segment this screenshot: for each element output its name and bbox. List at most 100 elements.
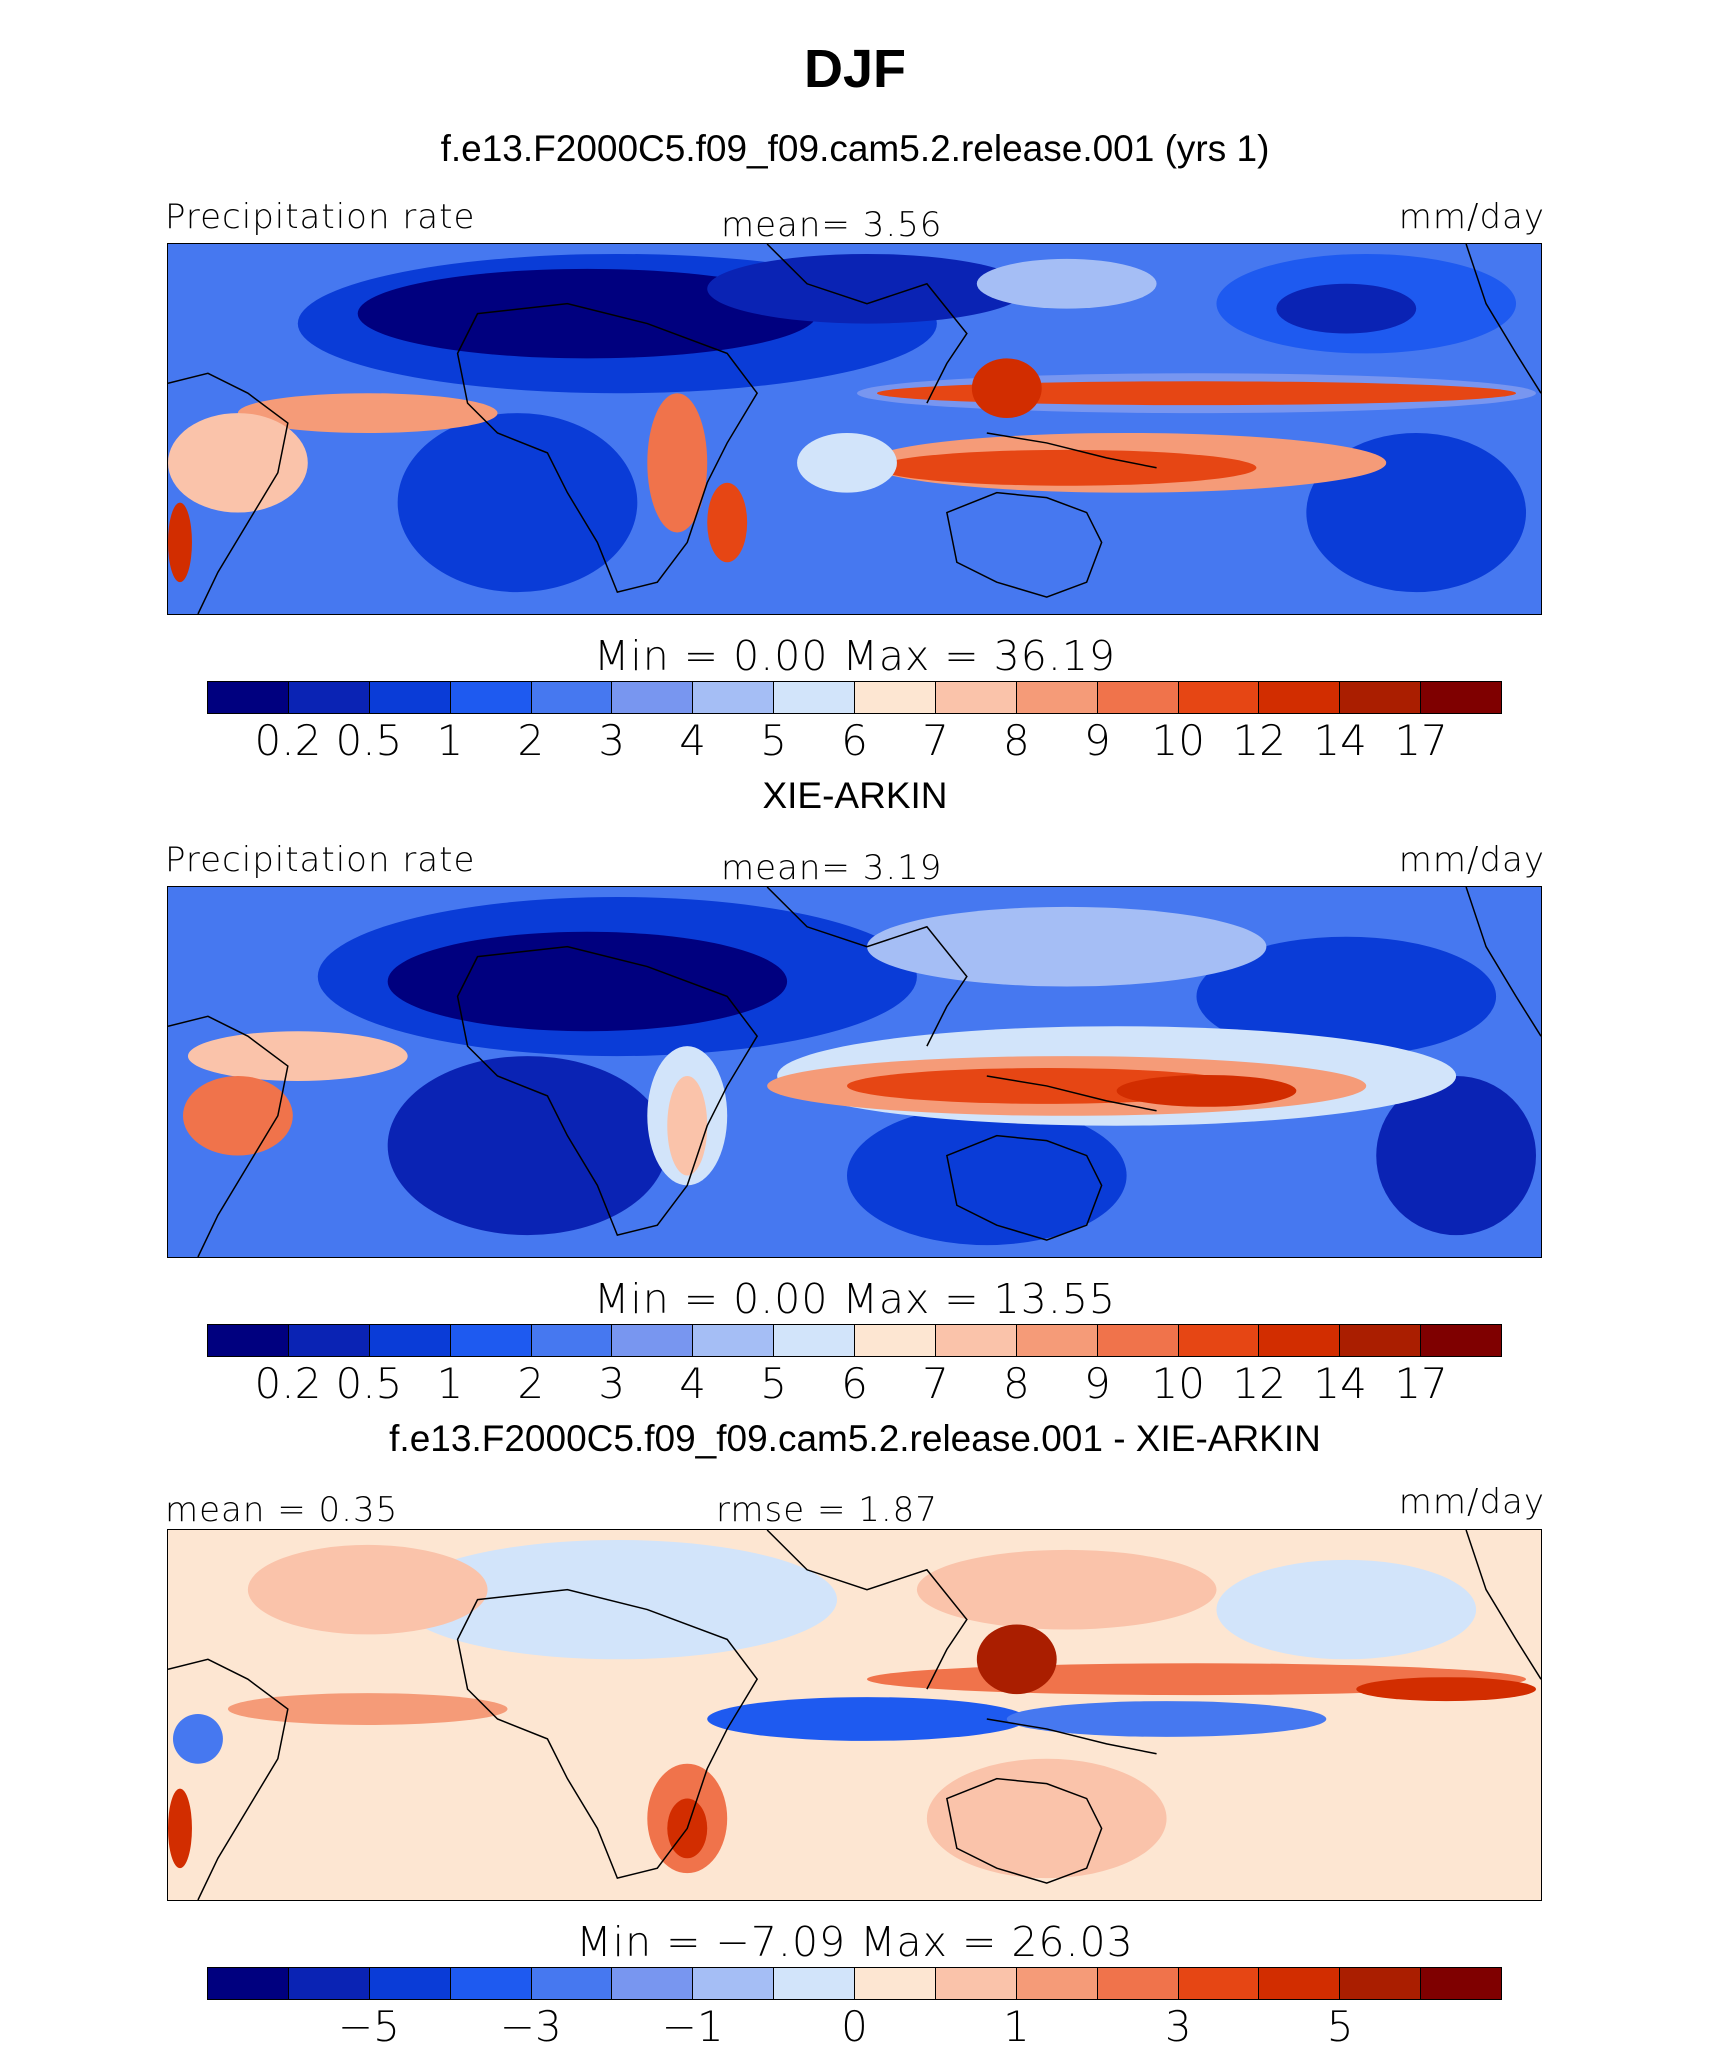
colorbar-tick-label: 9	[1083, 1359, 1111, 1408]
colorbar-swatch	[855, 1968, 936, 1999]
colorbar-swatch	[1178, 682, 1260, 713]
colorbar-tick-label: 14	[1313, 1359, 1367, 1408]
panel-1-units-label: mm/day	[1398, 197, 1545, 237]
colorbar-tick-label: 1	[436, 1359, 464, 1408]
colorbar-swatch	[1259, 1968, 1341, 1999]
colorbar-swatch	[612, 1325, 694, 1356]
colorbar-tick-label: 14	[1313, 716, 1367, 765]
colorbar-tick-label: 10	[1151, 716, 1205, 765]
colorbar-tick-label: 0.2	[254, 716, 322, 765]
colorbar-tick-label: 5	[760, 1359, 787, 1408]
colorbar-swatch	[1421, 682, 1501, 713]
colorbar-tick-label: 1	[1003, 2002, 1030, 2051]
colorbar-tick-label: 0.2	[254, 1359, 322, 1408]
colorbar-swatch	[612, 682, 694, 713]
panel-1-colorbar	[207, 681, 1502, 714]
figure-title: DJF	[803, 39, 906, 99]
panel-3-rmse-label: rmse = 1.87	[716, 1490, 938, 1530]
colorbar-tick-label: 17	[1394, 1359, 1448, 1408]
colorbar-swatch	[1097, 1325, 1179, 1356]
colorbar-tick-label: 7	[922, 1359, 949, 1408]
colorbar-swatch	[369, 682, 451, 713]
colorbar-swatch	[935, 1968, 1017, 1999]
colorbar-swatch	[855, 682, 936, 713]
colorbar-swatch	[693, 1968, 775, 1999]
panel-1-variable-label: Precipitation rate	[165, 197, 476, 237]
panel-3-minmax: Min = −7.09 Max = 26.03	[576, 1918, 1134, 1966]
colorbar-swatch	[531, 682, 613, 713]
colorbar-swatch	[935, 1325, 1017, 1356]
colorbar-swatch	[450, 1325, 532, 1356]
colorbar-swatch	[208, 682, 289, 713]
colorbar-swatch	[774, 1325, 855, 1356]
panel-1-mean-label: mean= 3.56	[721, 205, 943, 245]
panel-2-colorbar	[207, 1324, 1502, 1357]
panel-3-subtitle: f.e13.F2000C5.f09_f09.cam5.2.release.001…	[389, 1418, 1321, 1459]
colorbar-tick-label: 0.5	[335, 716, 403, 765]
colorbar-tick-label: 0	[841, 2002, 868, 2051]
colorbar-tick-label: −5	[337, 2002, 400, 2051]
colorbar-swatch	[1097, 1968, 1179, 1999]
colorbar-swatch	[1178, 1325, 1260, 1356]
colorbar-swatch	[450, 1968, 532, 1999]
colorbar-swatch	[1340, 1325, 1422, 1356]
colorbar-swatch	[1016, 682, 1098, 713]
panel-2-mean-label: mean= 3.19	[721, 848, 943, 888]
colorbar-tick-label: 12	[1232, 716, 1286, 765]
colorbar-tick-label: 12	[1232, 1359, 1286, 1408]
colorbar-swatch	[693, 682, 775, 713]
colorbar-swatch	[369, 1325, 451, 1356]
colorbar-swatch	[935, 682, 1017, 713]
panel-1-minmax: Min = 0.00 Max = 36.19	[593, 632, 1117, 680]
colorbar-swatch	[1016, 1968, 1098, 1999]
colorbar-tick-label: 2	[517, 716, 545, 765]
colorbar-swatch	[369, 1968, 451, 1999]
colorbar-tick-label: 4	[679, 1359, 706, 1408]
colorbar-tick-label: 17	[1394, 716, 1448, 765]
panel-3-map-graphic	[168, 1530, 1541, 1900]
colorbar-swatch	[1259, 682, 1341, 713]
colorbar-swatch	[288, 1968, 370, 1999]
panel-1-subtitle: f.e13.F2000C5.f09_f09.cam5.2.release.001…	[440, 128, 1270, 169]
colorbar-tick-label: 0.5	[335, 1359, 403, 1408]
colorbar-tick-label: 3	[1164, 2002, 1192, 2051]
colorbar-tick-label: −1	[661, 2002, 724, 2051]
panel-2-map	[167, 886, 1542, 1258]
panel-3-units-label: mm/day	[1398, 1482, 1545, 1522]
colorbar-swatch	[208, 1968, 289, 1999]
colorbar-swatch	[288, 682, 370, 713]
panel-3-colorbar-ticks: −5 −3 −1 0 1 3 5	[207, 2002, 1502, 2051]
colorbar-swatch	[1421, 1968, 1501, 1999]
colorbar-tick-label: 8	[1003, 1359, 1030, 1408]
colorbar-tick-label: 5	[1326, 2002, 1354, 2051]
colorbar-swatch	[1421, 1325, 1501, 1356]
colorbar-swatch	[612, 1968, 694, 1999]
colorbar-tick-label: 4	[679, 716, 706, 765]
colorbar-swatch	[531, 1968, 613, 1999]
panel-3-map	[167, 1529, 1542, 1901]
colorbar-swatch	[1097, 682, 1179, 713]
panel-2-units-label: mm/day	[1398, 840, 1545, 880]
colorbar-tick-label: 3	[598, 716, 626, 765]
colorbar-tick-label: 6	[841, 1359, 868, 1408]
colorbar-tick-label: 9	[1083, 716, 1111, 765]
colorbar-tick-label: 8	[1003, 716, 1030, 765]
colorbar-tick-label: 2	[517, 1359, 545, 1408]
colorbar-tick-label: 1	[436, 716, 464, 765]
colorbar-swatch	[1340, 682, 1422, 713]
colorbar-swatch	[288, 1325, 370, 1356]
colorbar-swatch	[1178, 1968, 1260, 1999]
colorbar-swatch	[208, 1325, 289, 1356]
colorbar-swatch	[855, 1325, 936, 1356]
colorbar-swatch	[1340, 1968, 1422, 1999]
colorbar-swatch	[531, 1325, 613, 1356]
colorbar-swatch	[1016, 1325, 1098, 1356]
panel-3-colorbar	[207, 1967, 1502, 2000]
panel-3-mean-label: mean = 0.35	[165, 1490, 399, 1530]
panel-1-map-graphic	[168, 244, 1541, 614]
colorbar-swatch	[774, 1968, 855, 1999]
colorbar-swatch	[450, 682, 532, 713]
colorbar-tick-label: 3	[598, 1359, 626, 1408]
panel-1-map	[167, 243, 1542, 615]
colorbar-swatch	[693, 1325, 775, 1356]
